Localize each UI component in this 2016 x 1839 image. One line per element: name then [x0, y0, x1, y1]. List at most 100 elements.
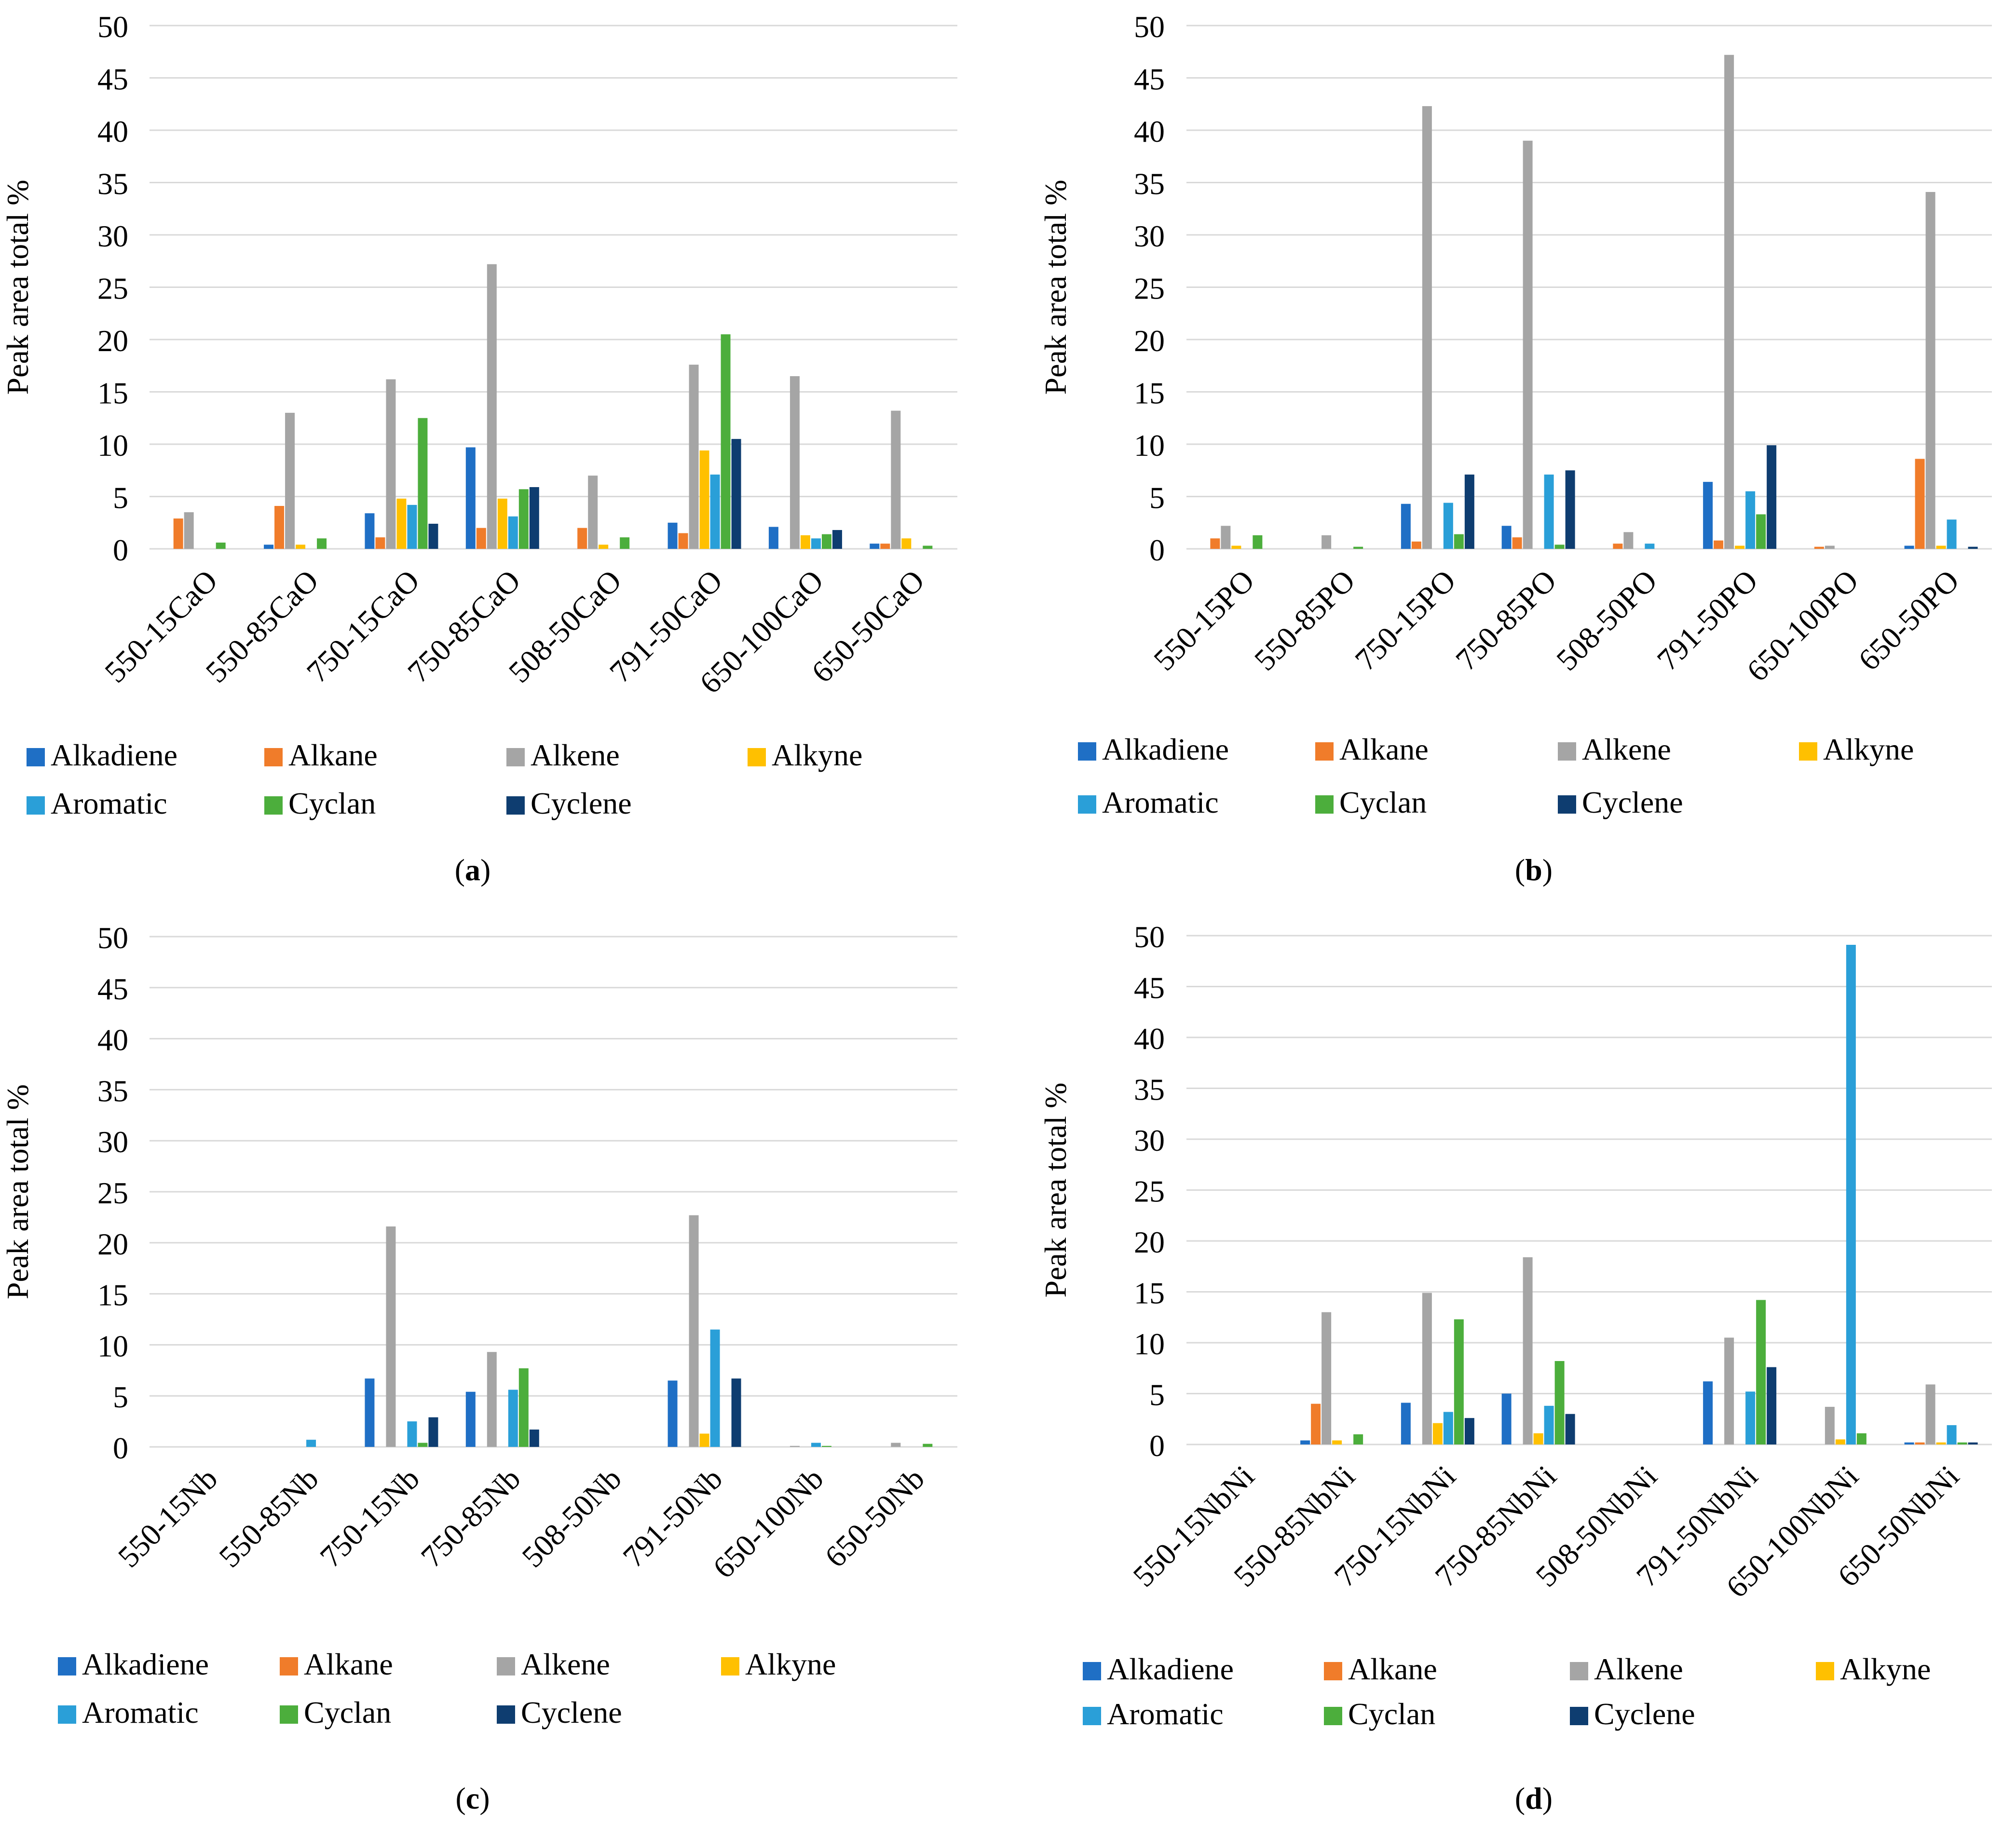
y-tick-label: 35: [1134, 1073, 1165, 1107]
bar-alkadiene: [1703, 482, 1713, 549]
bar-cyclan: [216, 542, 226, 549]
legend-label: Aromatic: [1102, 785, 1219, 819]
bar-cyclene: [1767, 1367, 1777, 1444]
bar-alkane: [173, 518, 183, 549]
bar-alkene: [1925, 192, 1935, 549]
bar-cyclan: [821, 534, 831, 549]
bar-cyclene: [1968, 1442, 1978, 1444]
bar-alkene: [790, 376, 800, 549]
legend-label: Aromatic: [51, 786, 167, 820]
legend-swatch: [506, 748, 525, 766]
y-axis-label: Peak area total %: [0, 180, 35, 395]
legend-swatch: [264, 748, 283, 766]
legend-swatch: [1570, 1707, 1588, 1725]
bar-alkene: [689, 1215, 699, 1447]
y-tick-label: 50: [97, 921, 128, 955]
bar-alkene: [1623, 532, 1634, 549]
bar-alkadiene: [1904, 545, 1914, 549]
y-tick-label: 40: [1134, 1022, 1165, 1056]
y-axis-label: Peak area total %: [1038, 180, 1073, 395]
y-tick-label: 40: [1134, 114, 1165, 149]
bar-alkane: [1311, 1403, 1321, 1444]
legend-swatch: [497, 1705, 515, 1724]
legend-swatch: [27, 796, 45, 815]
panel-caption: (b): [1515, 853, 1553, 887]
y-tick-label: 30: [97, 1125, 128, 1159]
legend-item: Alkene: [1570, 1652, 1683, 1686]
legend-swatch: [1799, 742, 1817, 761]
legend-swatch: [748, 748, 766, 766]
legend-item: Alkyne: [1816, 1652, 1931, 1686]
bar-cyclene: [529, 1430, 539, 1447]
bar-alkane: [1210, 538, 1220, 549]
legend-label: Alkane: [304, 1647, 393, 1681]
legend-item: Alkyne: [1799, 732, 1914, 766]
bar-alkadiene: [465, 447, 476, 549]
bar-alkyne: [396, 498, 407, 549]
legend-item: Cyclan: [264, 786, 376, 820]
bar-aromatic: [1544, 1405, 1554, 1444]
y-tick-label: 35: [97, 167, 128, 201]
y-tick-label: 25: [1134, 272, 1165, 306]
x-tick-label: 650-100Nb: [706, 1461, 830, 1585]
bar-alkadiene: [768, 527, 778, 549]
bar-alkene: [1221, 526, 1231, 549]
bar-aromatic: [1645, 544, 1655, 549]
bar-cyclan: [1253, 535, 1263, 549]
bar-cyclene: [1464, 474, 1474, 549]
legend-item: Alkane: [264, 738, 378, 772]
bar-alkene: [386, 379, 396, 549]
y-tick-label: 40: [97, 114, 128, 149]
bar-aromatic: [407, 1421, 417, 1447]
legend-label: Aromatic: [1107, 1697, 1224, 1731]
x-tick-label: 650-50PO: [1852, 563, 1965, 677]
bar-aromatic: [1443, 503, 1453, 549]
legend-item: Cyclene: [497, 1695, 622, 1730]
bar-alkene: [1523, 140, 1533, 549]
bar-alkyne: [1231, 545, 1241, 549]
bar-aromatic: [811, 538, 821, 549]
bar-alkene: [588, 476, 598, 549]
panel-label: c: [466, 1781, 479, 1815]
legend-item: Alkadiene: [27, 738, 177, 772]
legend-swatch: [280, 1657, 298, 1676]
x-tick-label: 650-50Nb: [818, 1461, 931, 1574]
bar-alkyne: [1432, 1423, 1443, 1444]
bar-cyclene: [832, 530, 842, 549]
legend-label: Cyclan: [288, 786, 376, 820]
legend-swatch: [1083, 1662, 1101, 1680]
bar-alkyne: [1835, 1439, 1845, 1444]
y-tick-label: 5: [1149, 481, 1165, 515]
bar-alkane: [1915, 459, 1925, 549]
legend-label: Alkadiene: [82, 1647, 209, 1681]
bar-alkane: [1915, 1442, 1925, 1444]
y-tick-label: 50: [97, 10, 128, 44]
legend-item: Alkene: [1558, 732, 1671, 766]
bar-cyclene: [731, 1378, 741, 1447]
bar-cyclan: [923, 1444, 933, 1447]
y-tick-label: 35: [1134, 167, 1165, 201]
x-tick-label: 750-85PO: [1449, 563, 1563, 677]
bar-alkane: [1411, 541, 1421, 549]
y-tick-label: 30: [1134, 219, 1165, 253]
legend-label: Cyclan: [304, 1695, 391, 1730]
bar-cyclan: [923, 545, 933, 549]
legend-item: Alkene: [506, 738, 620, 772]
x-tick-label: 508-50Nb: [515, 1461, 628, 1574]
legend-label: Alkene: [531, 738, 620, 772]
legend-label: Alkane: [288, 738, 378, 772]
bar-alkane: [476, 528, 486, 549]
bar-cyclene: [1565, 470, 1575, 549]
bar-alkadiene: [1703, 1381, 1713, 1444]
bar-alkane: [1512, 537, 1522, 549]
y-axis-label: Peak area total %: [0, 1084, 35, 1299]
y-tick-label: 10: [1134, 1327, 1165, 1361]
y-tick-label: 20: [1134, 1225, 1165, 1259]
y-tick-label: 50: [1134, 10, 1165, 44]
bar-alkane: [1814, 546, 1824, 549]
legend-label: Alkane: [1348, 1652, 1437, 1686]
bar-alkane: [375, 537, 385, 549]
legend-swatch: [1324, 1707, 1342, 1725]
legend-item: Alkane: [1315, 732, 1429, 766]
